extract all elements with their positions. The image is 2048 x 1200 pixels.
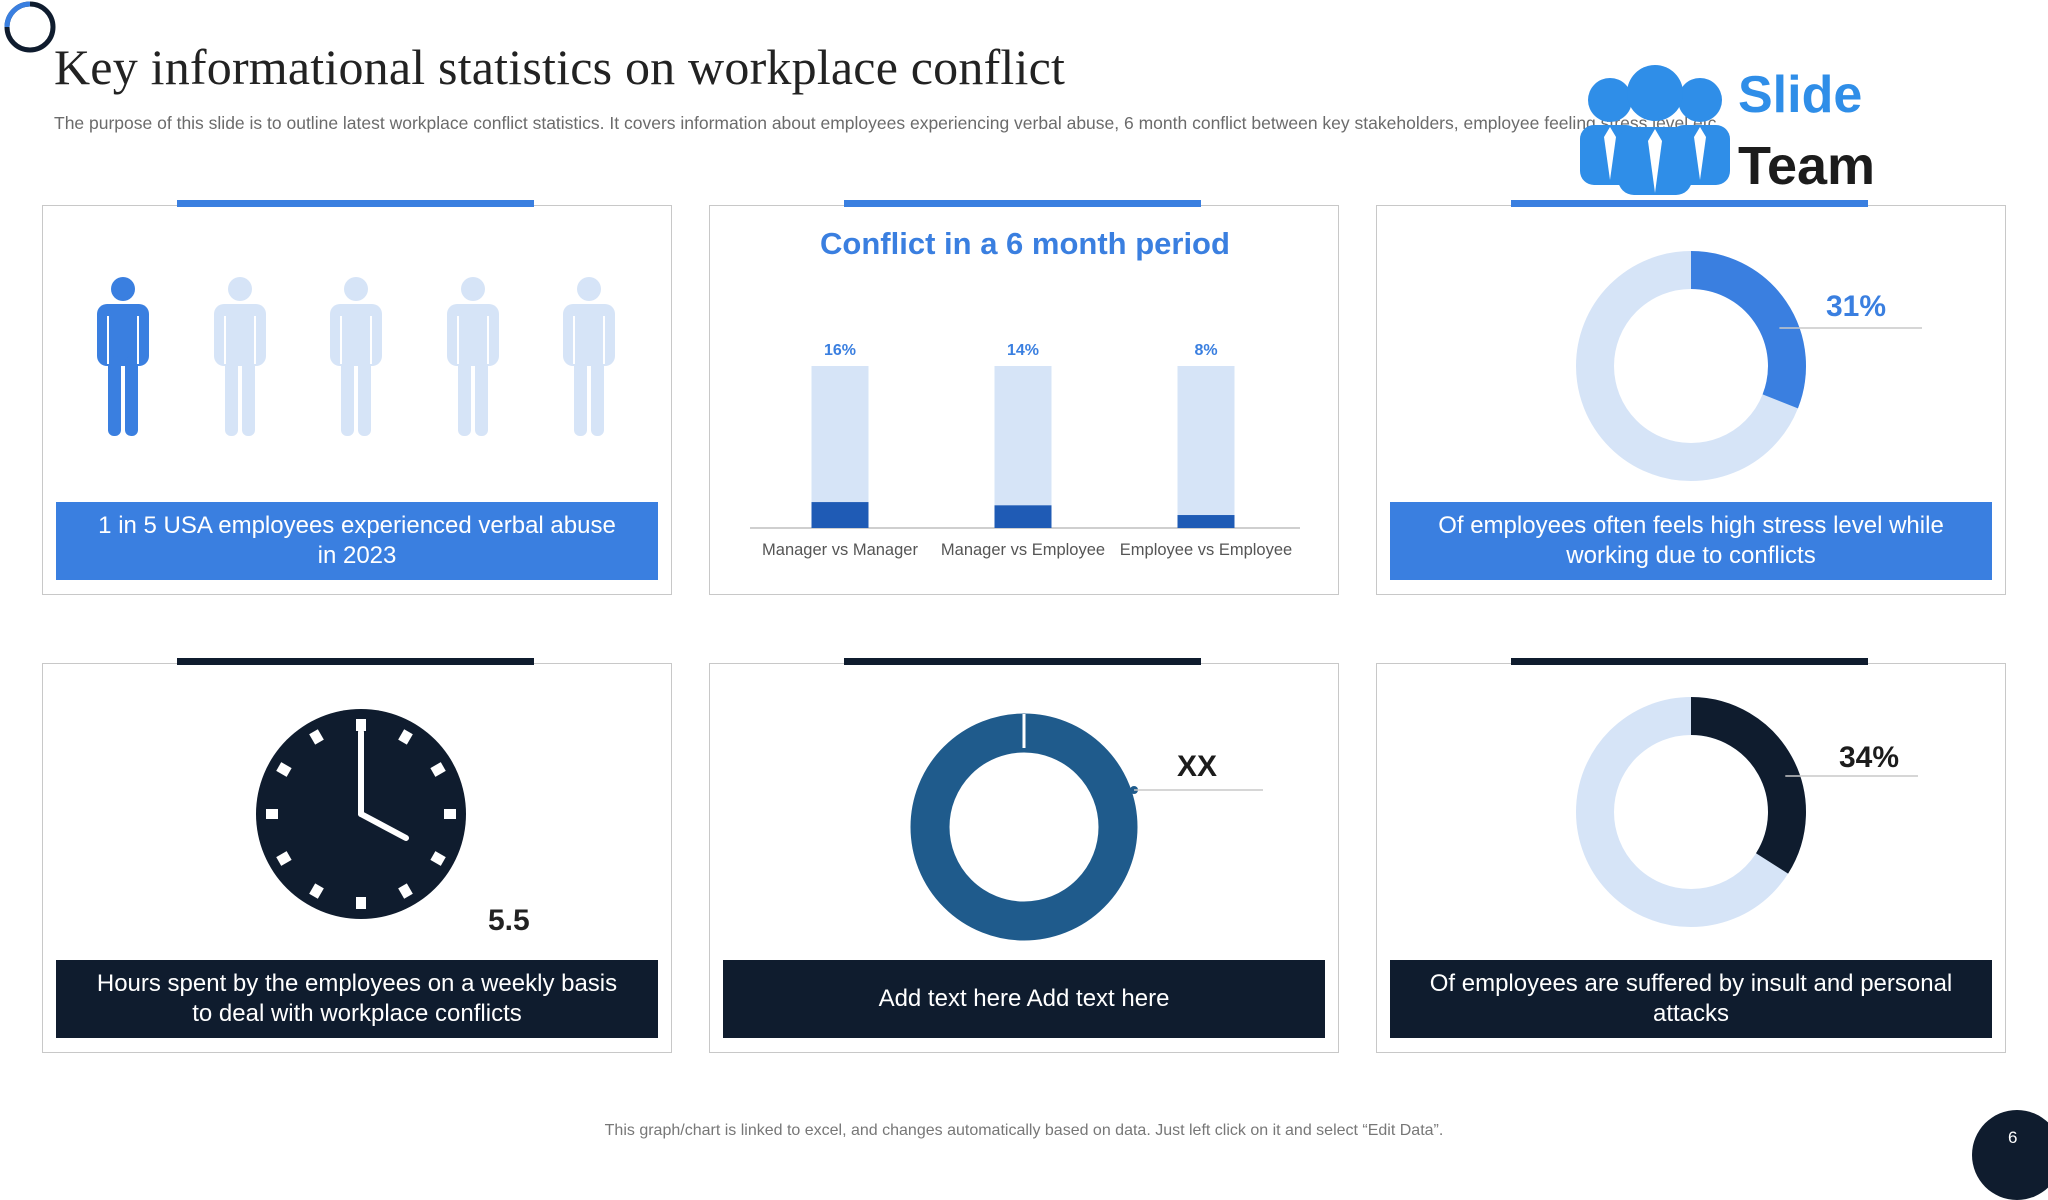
brand-word-team: Team xyxy=(1738,136,1876,196)
team-people-icon xyxy=(1580,65,1730,195)
clock-tick xyxy=(356,897,366,909)
clock-icon xyxy=(256,709,466,919)
clock-tick xyxy=(430,762,446,777)
clock-tick xyxy=(398,729,413,745)
clock-tick xyxy=(430,851,446,866)
card-accent-bar xyxy=(177,658,534,665)
clock-tick xyxy=(309,883,324,899)
brand-logo: Slide Team xyxy=(1570,55,1890,196)
page-number: 6 xyxy=(2008,1128,2018,1147)
person-icon xyxy=(330,277,382,436)
placeholder-caption: Add text here Add text here xyxy=(723,960,1325,1038)
stress-card: 31% Of employees often feels high stress… xyxy=(1376,200,2006,595)
bar-data-label: 14% xyxy=(1007,342,1039,359)
bar xyxy=(811,502,869,528)
category-tick-label: Manager vs Manager xyxy=(762,541,918,559)
conflict-bar-chart: 16% Manager vs Manager 14% Manager vs Emplo… xyxy=(750,342,1300,559)
bar-data-label: 16% xyxy=(824,342,856,359)
person-icon xyxy=(213,277,266,436)
clock-hour-hand xyxy=(358,811,409,841)
category-tick-label: Employee vs Employee xyxy=(1120,541,1292,559)
bar-track xyxy=(1177,366,1235,528)
insult-percent-label: 34% xyxy=(1839,741,1900,774)
card-accent-bar xyxy=(1511,658,1868,665)
bar-track xyxy=(994,366,1052,528)
card-accent-bar xyxy=(177,200,534,207)
clock-tick xyxy=(266,809,278,819)
hours-card: 5.5 Hours spent by the employees on a we… xyxy=(42,658,672,1053)
person-icon xyxy=(97,277,149,436)
placeholder-donut xyxy=(910,713,1263,941)
page-title: Key informational statistics on workplac… xyxy=(54,39,1066,95)
placeholder-label: XX xyxy=(1177,750,1218,783)
stress-percent-label: 31% xyxy=(1826,290,1887,323)
card-accent-bar xyxy=(844,658,1201,665)
insult-caption: Of employees are suffered by insult and … xyxy=(1390,960,1992,1038)
card-accent-bar xyxy=(1511,200,1868,207)
bar-track xyxy=(811,366,869,528)
page-number-badge: 6 xyxy=(1972,1110,2048,1200)
conflict-chart-card: Conflict in a 6 month period 16% Manager … xyxy=(709,200,1339,595)
hours-caption: Hours spent by the employees on a weekly… xyxy=(56,960,658,1038)
verbal-abuse-card: 1 in 5 USA employees experienced verbal … xyxy=(42,200,672,595)
clock-tick xyxy=(309,729,324,745)
hours-value: 5.5 xyxy=(488,904,530,937)
clock-tick xyxy=(356,719,366,731)
chart-title: Conflict in a 6 month period xyxy=(820,226,1230,261)
corner-logo-icon xyxy=(4,1,56,53)
clock-tick xyxy=(276,762,292,777)
donut-value-slice xyxy=(1690,697,1806,874)
donut-leader-dot xyxy=(1781,772,1790,780)
stress-caption: Of employees often feels high stress lev… xyxy=(1390,502,1992,580)
person-icon xyxy=(563,277,615,436)
bar xyxy=(994,505,1052,528)
clock-tick xyxy=(398,883,413,899)
clock-tick xyxy=(444,809,456,819)
placeholder-card: XX Add text here Add text here xyxy=(709,658,1339,1053)
bar-data-label: 8% xyxy=(1194,342,1217,359)
footer-note: This graph/chart is linked to excel, and… xyxy=(604,1122,1444,1139)
person-icon xyxy=(446,277,499,436)
verbal-abuse-caption: 1 in 5 USA employees experienced verbal … xyxy=(56,502,658,580)
card-accent-bar xyxy=(844,200,1201,207)
insult-card: 34% Of employees are suffered by insult … xyxy=(1376,658,2006,1053)
insult-donut-chart xyxy=(1576,697,1918,927)
placeholder-ring xyxy=(910,713,1138,941)
category-tick-label: Manager vs Employee xyxy=(941,541,1105,559)
donut-value-slice xyxy=(1690,251,1806,409)
brand-word-slide: Slide xyxy=(1738,66,1863,124)
stress-donut-chart xyxy=(1576,251,1922,481)
page-subtitle: The purpose of this slide is to outline … xyxy=(54,113,1722,133)
clock-tick xyxy=(276,851,292,866)
bar xyxy=(1177,515,1235,528)
